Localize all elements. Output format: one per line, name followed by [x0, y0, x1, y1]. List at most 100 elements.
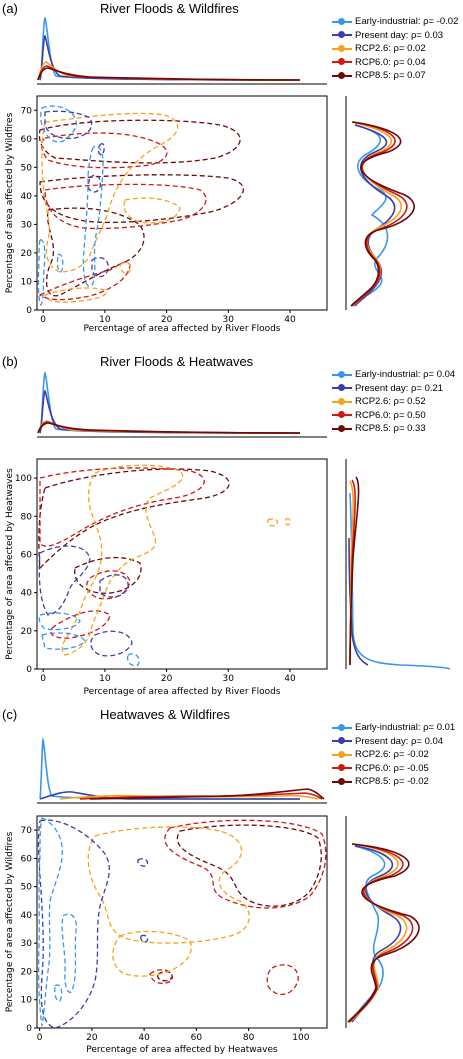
y-tick-label: 10: [21, 996, 33, 1006]
panel-title: River Floods & Wildfires: [100, 1, 239, 16]
legend-item-rcp26: RCP2.6: ρ= 0.52: [332, 395, 455, 409]
x-axis-label: Percentage of area affected by Heatwaves: [86, 1045, 278, 1055]
legend: Early-industrial: ρ= 0.04 Present day: ρ…: [332, 368, 455, 436]
contour-lines: [37, 105, 244, 307]
top-marginal-curves: [37, 371, 301, 434]
chart-svg: 0 20 40 60 80 100 0 10 20 30 40 50 60 70: [5, 737, 420, 1055]
contour-rcp26: [284, 517, 291, 526]
y-tick-label: 0: [26, 665, 32, 675]
legend-item-early: Early-industrial: ρ= 0.04: [332, 368, 455, 382]
contour-rcp26: [123, 197, 181, 224]
y-tick-label: 20: [21, 967, 33, 977]
contour-present: [140, 934, 149, 943]
marginal-rcp85: [347, 843, 420, 1023]
chart-svg: 0 10 20 30 40 0 10 20 30 40 50 60 70: [5, 16, 415, 334]
legend-item-rcp60: RCP6.0: ρ= 0.50: [332, 409, 455, 423]
contour-rcp26: [44, 287, 107, 303]
x-tick-label: 0: [37, 1033, 43, 1043]
x-tick-label: 0: [40, 674, 46, 684]
marginal-early: [351, 124, 389, 306]
y-axis-label: Percentage of area affected by Wildfires: [5, 831, 15, 1012]
y-tick-label: 10: [21, 277, 33, 287]
x-axis-label: Percentage of area affected by River Flo…: [84, 687, 281, 697]
legend-item-rcp85: RCP8.5: ρ= -0.02: [332, 775, 455, 789]
y-axis-label: Percentage of area affected by Heatwaves: [5, 468, 15, 660]
marginal-rcp85: [350, 121, 415, 307]
contour-rcp60: [149, 969, 173, 985]
x-tick-label: 60: [191, 1033, 203, 1043]
marginal-rcp26: [349, 843, 408, 1023]
contour-rcp85: [38, 468, 230, 570]
y-axis-label: Percentage of area affected by Wildfires: [5, 112, 15, 293]
panel-a: (a) River Floods & Wildfires 0 10 20 30 40 0 1…: [0, 0, 463, 353]
contour-early: [40, 105, 77, 143]
marginal-present: [39, 389, 301, 434]
contour-early: [61, 913, 77, 993]
marginal-rcp85: [37, 422, 301, 434]
y-tick-label: 70: [21, 106, 33, 116]
legend: Early-industrial: ρ= 0.01 Present day: ρ…: [332, 721, 455, 789]
y-tick-label: 40: [21, 589, 33, 599]
contour-early: [41, 632, 86, 650]
x-tick-label: 80: [243, 1033, 255, 1043]
contour-rcp60: [50, 610, 111, 639]
top-marginal-curves: [37, 16, 301, 81]
marginal-early: [349, 492, 451, 670]
contour-rcp60: [44, 183, 207, 230]
legend-item-present: Present day: ρ= 0.03: [332, 29, 458, 43]
contour-rcp85: [176, 824, 322, 907]
legend-item-present: Present day: ρ= 0.21: [332, 382, 455, 396]
contour-present: [44, 110, 93, 140]
contour-rcp85: [38, 119, 241, 164]
plot-frame: [36, 95, 328, 311]
panel-label: (a): [2, 1, 18, 16]
marginal-early: [351, 845, 386, 1023]
x-tick-label: 0: [40, 315, 46, 325]
contour-present: [137, 858, 149, 867]
y-tick-label: 50: [21, 883, 33, 893]
legend-item-rcp85: RCP8.5: ρ= 0.33: [332, 422, 455, 436]
legend-item-rcp26: RCP2.6: ρ= -0.02: [332, 748, 455, 762]
contour-rcp26: [41, 112, 179, 273]
contour-lines: [38, 464, 291, 667]
y-tick-label: 0: [26, 1024, 32, 1034]
y-tick-label: 0: [26, 306, 32, 316]
right-marginal-curves: [347, 843, 420, 1023]
x-tick-label: 20: [161, 315, 173, 325]
x-tick-label: 30: [223, 315, 235, 325]
y-tick-label: 50: [21, 163, 33, 173]
y-tick-label: 30: [21, 939, 33, 949]
x-tick-label: 10: [99, 315, 111, 325]
contour-rcp26: [87, 826, 250, 944]
plot-frame: [36, 458, 328, 670]
legend-item-rcp60: RCP6.0: ρ= -0.05: [332, 762, 455, 776]
y-tick-label: 70: [21, 826, 33, 836]
contour-rcp26: [266, 518, 279, 527]
marginal-rcp60: [348, 843, 414, 1023]
y-tick-label: 60: [21, 854, 33, 864]
contour-rcp85: [39, 174, 244, 224]
x-tick-label: 40: [138, 1033, 150, 1043]
contour-rcp85: [157, 970, 173, 982]
x-tick-label: 40: [284, 674, 296, 684]
x-tick-label: 10: [99, 674, 111, 684]
chart-svg: 0 10 20 30 40 0 20 40 60 80 100: [5, 371, 451, 697]
contour-early: [38, 612, 81, 631]
contour-present: [91, 257, 109, 278]
contour-rcp60: [86, 570, 131, 600]
legend: Early-industrial: ρ= -0.02 Present day: …: [332, 15, 458, 83]
y-tick-label: 80: [21, 512, 33, 522]
legend-item-early: Early-industrial: ρ= 0.01: [332, 721, 455, 735]
panel-title: Heatwaves & Wildfires: [100, 707, 231, 722]
panel-label: (c): [2, 707, 18, 722]
contour-early: [126, 653, 140, 667]
y-tick-label: 30: [21, 220, 33, 230]
y-tick-label: 20: [21, 249, 33, 259]
y-tick-label: 60: [21, 135, 33, 145]
x-tick-label: 20: [161, 674, 173, 684]
panel-title: River Floods & Heatwaves: [100, 354, 254, 369]
marginal-present: [348, 537, 369, 666]
x-tick-label: 30: [223, 674, 235, 684]
contour-present: [99, 574, 129, 598]
contour-rcp60: [40, 132, 168, 169]
